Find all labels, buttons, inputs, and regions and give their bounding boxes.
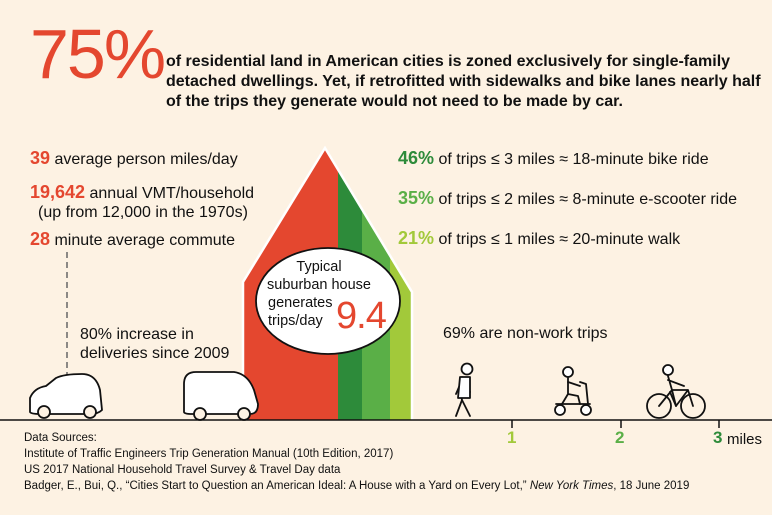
stat-label: minute average commute xyxy=(50,232,236,249)
mile-mark-2: 2 xyxy=(615,428,625,447)
stat-value: 21% xyxy=(398,228,435,248)
stat-label: of trips ≤ 1 miles ≈ 20-minute walk xyxy=(434,231,681,248)
stat-bike-trips: 46% of trips ≤ 3 miles ≈ 18-minute bike … xyxy=(398,148,709,170)
delivery-van-icon xyxy=(183,371,259,421)
stat-value: 28 xyxy=(30,229,51,249)
stat-label: annual VMT/household xyxy=(85,185,255,202)
car-icon xyxy=(29,373,103,419)
house-label-line: trips/day xyxy=(268,313,323,329)
stat-value: 46% xyxy=(398,148,435,168)
house-label-line: Typical xyxy=(296,259,342,275)
stat-vmt: 19,642 annual VMT/household xyxy=(30,182,254,204)
deliveries-line-1: 80% increase in xyxy=(80,326,194,343)
walking-person-icon xyxy=(455,362,474,417)
mile-mark-3: 3 xyxy=(713,428,723,447)
stat-label: average person miles/day xyxy=(50,151,238,168)
stat-value: 39 xyxy=(30,148,51,168)
house-label: Typical suburban house generates trips/d… xyxy=(264,258,374,330)
stat-value: 35% xyxy=(398,188,435,208)
stat-walk-trips: 21% of trips ≤ 1 miles ≈ 20-minute walk xyxy=(398,228,680,250)
house-label-line: generates xyxy=(268,295,333,311)
stat-label: of trips ≤ 2 miles ≈ 8-minute e-scooter … xyxy=(434,191,738,208)
house-graphic xyxy=(241,145,414,420)
house-label-line: suburban house xyxy=(267,277,371,293)
data-sources: Data Sources: Institute of Traffic Engin… xyxy=(24,430,689,494)
source-line: Badger, E., Bui, Q., “Cities Start to Qu… xyxy=(24,478,689,494)
deliveries-line-2: deliveries since 2009 xyxy=(80,345,230,362)
cyclist-icon xyxy=(646,364,706,419)
non-work-trips: 69% are non-work trips xyxy=(443,325,608,342)
source-date: , 18 June 2019 xyxy=(613,480,690,492)
stat-label: of trips ≤ 3 miles ≈ 18-minute bike ride xyxy=(434,151,709,168)
house-label-bubble xyxy=(255,247,401,355)
house-outline xyxy=(241,145,414,420)
headline-percent: 75% xyxy=(30,15,166,93)
source-line: US 2017 National Household Travel Survey… xyxy=(24,464,341,476)
source-line: Institute of Traffic Engineers Trip Gene… xyxy=(24,448,394,460)
stat-commute: 28 minute average commute xyxy=(30,229,235,251)
scooter-rider-icon xyxy=(554,366,592,416)
stat-vmt-subtext: (up from 12,000 in the 1970s) xyxy=(38,204,248,221)
source-text: Badger, E., Bui, Q., “Cities Start to Qu… xyxy=(24,480,530,492)
source-publication: New York Times xyxy=(529,480,614,492)
mile-unit: miles xyxy=(727,431,763,448)
trips-per-day-value: 9.4 xyxy=(336,295,387,337)
stat-person-miles: 39 average person miles/day xyxy=(30,148,238,170)
stat-value: 19,642 xyxy=(30,182,86,202)
headline-text: of residential land in American cities i… xyxy=(166,53,761,110)
mile-mark-1: 1 xyxy=(507,428,517,447)
stat-scooter-trips: 35% of trips ≤ 2 miles ≈ 8-minute e-scoo… xyxy=(398,188,737,210)
sources-heading: Data Sources: xyxy=(24,432,97,444)
